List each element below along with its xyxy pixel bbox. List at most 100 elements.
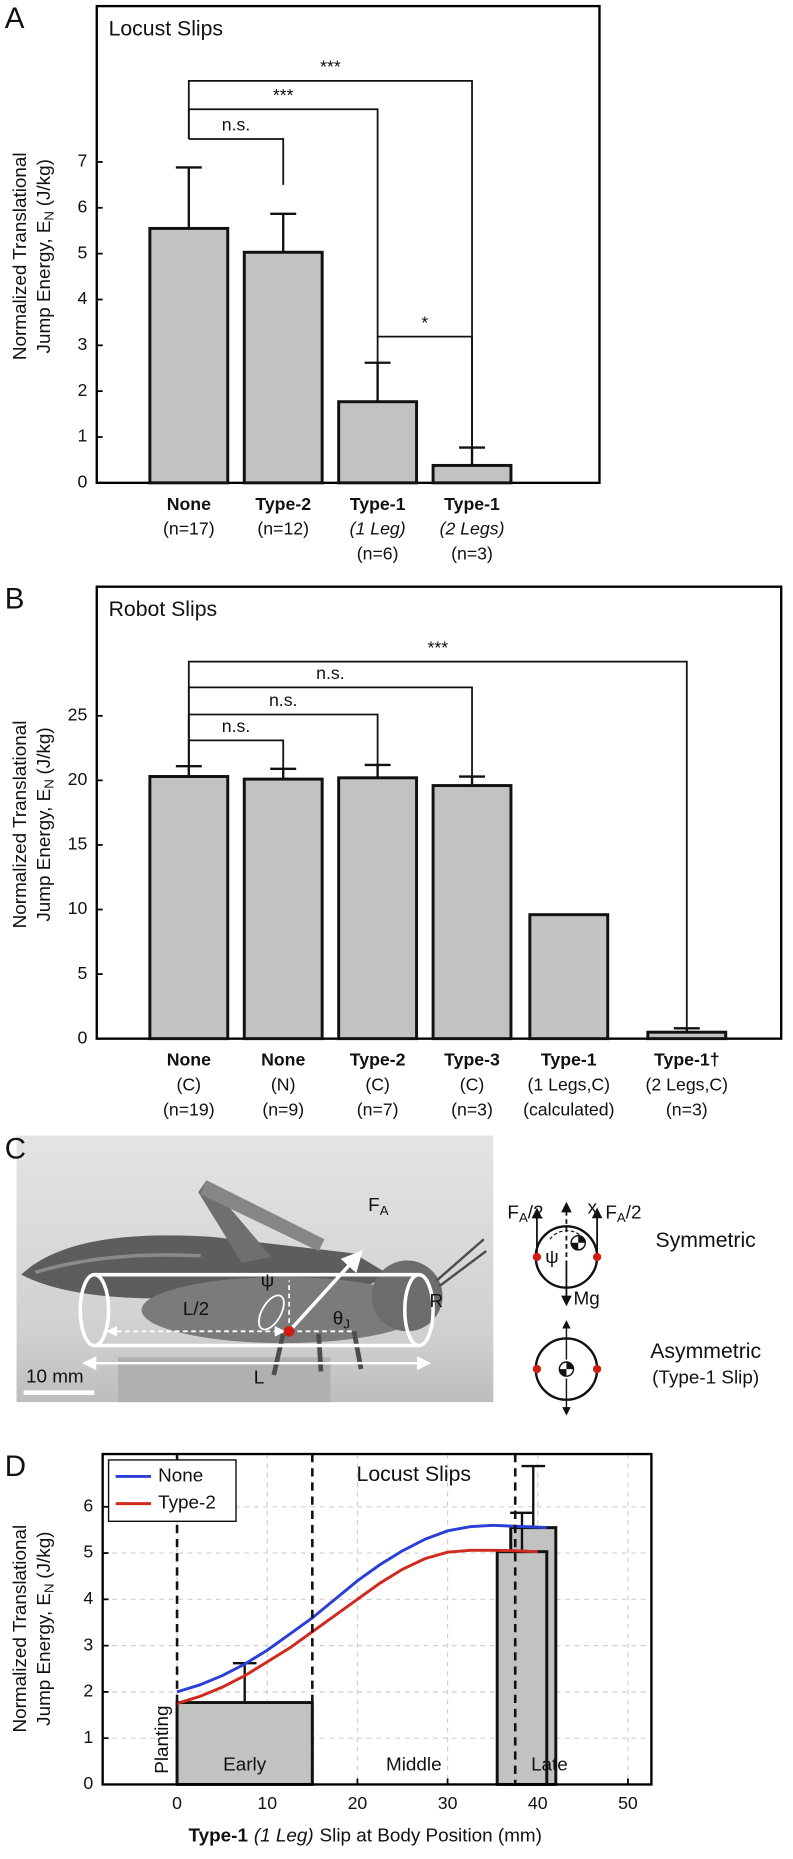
y-tick-label: 5 xyxy=(77,242,87,262)
y-tick-label: 15 xyxy=(68,834,88,854)
psi-arc xyxy=(549,1230,585,1240)
bar xyxy=(495,1550,549,1786)
chart-title: Robot Slips xyxy=(109,597,218,621)
x-tick-label: (n=3) xyxy=(666,1099,708,1119)
bar xyxy=(175,1701,314,1786)
bar xyxy=(528,913,610,1041)
label-part: (J/kg) xyxy=(34,727,55,774)
x-tick-label: (n=9) xyxy=(262,1099,304,1119)
significance-label: n.s. xyxy=(222,716,251,736)
x-tick-label: Type-1† xyxy=(654,1050,720,1070)
cylinder-end xyxy=(78,1272,111,1348)
case-note: (Type-1 Slip) xyxy=(652,1367,759,1388)
y-tick-label: 0 xyxy=(77,472,87,492)
bar-chart: A Locust Slips 0 1 2 3 4 5 6 7 None (n=17) Type-2 (n=… xyxy=(5,2,601,564)
panel-label: B xyxy=(5,583,25,616)
x-tick-label: (C) xyxy=(365,1075,390,1095)
x-tick-label: (1 Legs,C) xyxy=(527,1075,610,1095)
half-length-label: L/2 xyxy=(183,1299,209,1320)
x-tick-label: (calculated) xyxy=(523,1099,614,1119)
error-bar xyxy=(673,1027,700,1033)
psi-label: ψ xyxy=(261,1271,274,1292)
theta-label: θJ xyxy=(333,1308,350,1331)
x-tick-label: (n=3) xyxy=(451,544,493,564)
force-arrow xyxy=(287,1250,363,1333)
label-part: Jump Energy, E xyxy=(34,1593,55,1726)
subscript: A xyxy=(519,1211,528,1226)
x-tick-label: Type-1 xyxy=(444,494,500,514)
error-bar xyxy=(521,1464,546,1528)
contact-dot xyxy=(532,1364,542,1374)
y-axis-label: Normalized Translational xyxy=(10,1525,31,1733)
weight-label: Mg xyxy=(574,1288,600,1309)
x-tick-label: 0 xyxy=(172,1793,182,1813)
x-tick-label: (n=6) xyxy=(357,544,399,564)
x-tick-label: (C) xyxy=(460,1075,485,1095)
case-label: Symmetric xyxy=(656,1228,757,1252)
significance-label: n.s. xyxy=(269,690,298,710)
error-bar xyxy=(175,765,202,777)
bar xyxy=(242,777,324,1041)
chart-title: Locust Slips xyxy=(357,1462,472,1486)
legend-label: Type-2 xyxy=(158,1493,216,1514)
y-axis-label: Jump Energy, EN (J/kg) xyxy=(34,159,57,353)
y-tick-label: 0 xyxy=(77,1027,87,1047)
contact-dot xyxy=(532,1252,542,1262)
label-part: Slip at Body Position (mm) xyxy=(320,1825,542,1846)
plot-frame xyxy=(101,1452,653,1786)
significance-label: *** xyxy=(427,637,448,657)
label-part: (J/kg) xyxy=(34,159,55,206)
y-tick-label: 20 xyxy=(68,769,88,789)
wing-vein xyxy=(34,1253,201,1275)
x-tick-label: None xyxy=(167,1050,211,1070)
bar xyxy=(148,226,230,485)
bar xyxy=(431,463,513,485)
zone-label: Early xyxy=(223,1755,267,1776)
label-part: /2 xyxy=(528,1202,544,1223)
error-bar xyxy=(175,166,202,229)
x-tick-label: Type-3 xyxy=(444,1050,500,1070)
significance-bracket xyxy=(376,335,473,448)
bar xyxy=(646,1030,728,1041)
y-axis-label: Normalized Translational xyxy=(10,721,31,929)
significance-label: *** xyxy=(320,57,341,77)
label-part: (1 Leg) xyxy=(254,1825,314,1846)
com-symbol-fill xyxy=(571,1235,586,1250)
radius-label: R xyxy=(430,1291,444,1312)
significance-label: n.s. xyxy=(222,115,251,135)
psi-label: ψ xyxy=(545,1247,558,1268)
label-part: F xyxy=(368,1195,380,1216)
com-dot xyxy=(283,1326,295,1337)
significance-bracket xyxy=(187,79,473,448)
x-tick-label: Type-2 xyxy=(255,494,311,514)
significance-label: n.s. xyxy=(316,663,345,683)
x-tick-label: 50 xyxy=(618,1793,638,1813)
subscript: N xyxy=(42,779,57,789)
y-axis-label: Normalized Translational xyxy=(10,152,31,360)
significance-label: *** xyxy=(273,85,294,105)
subscript: A xyxy=(380,1204,389,1219)
bar xyxy=(242,250,324,485)
case-label: Asymmetric xyxy=(650,1339,761,1363)
y-tick-label: 0 xyxy=(83,1773,93,1793)
zone-label: Planting xyxy=(152,1706,173,1774)
panel-c-art xyxy=(16,1135,603,1416)
x-tick-label: Type-1 xyxy=(350,494,406,514)
y-tick-label: 6 xyxy=(77,196,87,216)
bar xyxy=(337,400,419,485)
x-tick-label: Type-1 xyxy=(541,1050,597,1070)
label-part: (J/kg) xyxy=(34,1532,55,1579)
cylinder-end xyxy=(402,1272,435,1348)
y-axis-label: Jump Energy, EN (J/kg) xyxy=(34,1532,57,1726)
y-tick-label: 5 xyxy=(83,1542,93,1562)
x-tick-label: None xyxy=(261,1050,305,1070)
error-bar xyxy=(270,212,297,253)
zone-label: Late xyxy=(531,1755,568,1776)
locust-antenna xyxy=(435,1238,487,1288)
y-tick-label: 5 xyxy=(77,963,87,983)
contact-dot xyxy=(592,1252,602,1262)
y-tick-label: 7 xyxy=(77,151,87,171)
